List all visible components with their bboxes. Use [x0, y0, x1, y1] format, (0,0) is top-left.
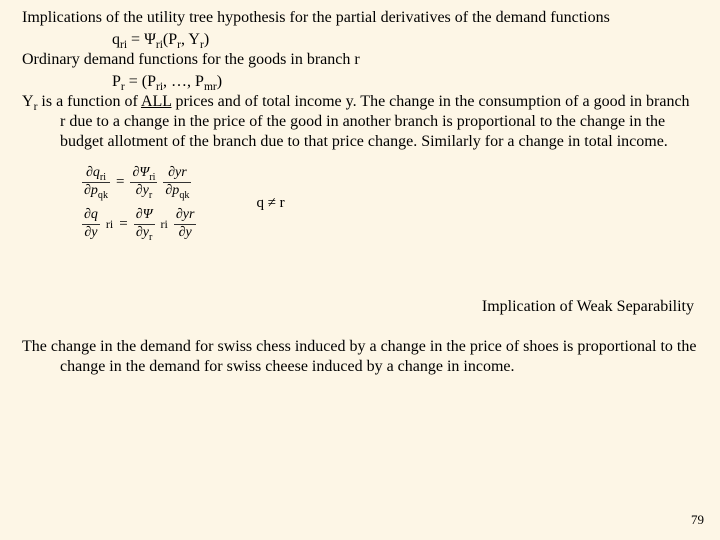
- p3-y: Y: [22, 93, 34, 110]
- slide-body: Implications of the utility tree hypothe…: [0, 0, 720, 540]
- eq2-p: P: [112, 73, 121, 90]
- eq1-close: ): [204, 31, 209, 48]
- frac-dyr-dp: ∂yr ∂pqk: [163, 166, 191, 198]
- eq2-open: = (P: [125, 73, 156, 90]
- swiss-cheese-paragraph: The change in the demand for swiss chess…: [22, 337, 698, 377]
- formula-row-2: ∂q ∂y ri = ∂Ψ ∂yr ri ∂yr ∂y: [82, 208, 196, 240]
- weak-separability-heading: Implication of Weak Separability: [22, 297, 698, 317]
- eq1-open: (P: [163, 31, 177, 48]
- eq1-psi: = Ψ: [127, 31, 156, 48]
- equals-2: =: [119, 216, 127, 233]
- frac-dpsi-dy: ∂Ψri ∂yr: [130, 166, 157, 198]
- formula-row-1: ∂qri ∂pqk = ∂Ψri ∂yr ∂yr ∂pqk: [82, 166, 196, 198]
- frac-dpsi-dyr: ∂Ψ ∂yr: [134, 208, 155, 240]
- row2-ri-2: ri: [161, 217, 168, 232]
- condition-q-neq-r: q ≠ r: [256, 195, 284, 212]
- yr-paragraph: Yr is a function of ALL prices and of to…: [22, 92, 698, 152]
- intro-paragraph: Implications of the utility tree hypothe…: [22, 8, 698, 28]
- p3-mid: is a function of: [37, 93, 141, 110]
- ordinary-demand-line: Ordinary demand functions for the goods …: [22, 50, 698, 70]
- eq2-close: ): [217, 73, 222, 90]
- eq2-dots: , …, P: [163, 73, 204, 90]
- equation-pr: Pr = (Pri, …, Pmr): [22, 72, 698, 92]
- frac-dyr-dy: ∂yr ∂y: [174, 208, 197, 240]
- frac-dq-dp: ∂qri ∂pqk: [82, 166, 110, 198]
- page-number: 79: [691, 512, 704, 528]
- formula-stack: ∂qri ∂pqk = ∂Ψri ∂yr ∂yr ∂pqk: [82, 166, 196, 241]
- equals-1: =: [116, 174, 124, 191]
- equation-qri: qri = Ψri(Pr, Yr): [22, 30, 698, 50]
- p3-all-underline: ALL: [141, 93, 172, 110]
- eq1-y: , Y: [181, 31, 200, 48]
- eq1-q: q: [112, 31, 120, 48]
- row2-ri-1: ri: [106, 217, 113, 232]
- frac-dq-dy: ∂q ∂y: [82, 208, 100, 240]
- partial-derivative-formulas: ∂qri ∂pqk = ∂Ψri ∂yr ∂yr ∂pqk: [82, 166, 698, 241]
